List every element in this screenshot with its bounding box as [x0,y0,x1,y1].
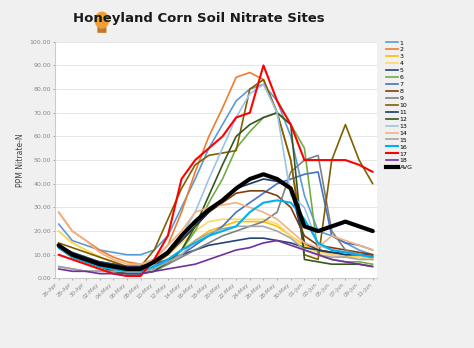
Y-axis label: PPM Nitrate-N: PPM Nitrate-N [17,133,26,187]
FancyBboxPatch shape [97,26,107,33]
Ellipse shape [95,12,109,28]
Legend: 1, 2, 3, 4, 5, 6, 7, 8, 9, 10, 11, 12, 13, 14, 15, 16, 17, 18, AVG: 1, 2, 3, 4, 5, 6, 7, 8, 9, 10, 11, 12, 1… [386,40,412,171]
Text: Honeyland Corn Soil Nitrate Sites: Honeyland Corn Soil Nitrate Sites [73,12,325,25]
